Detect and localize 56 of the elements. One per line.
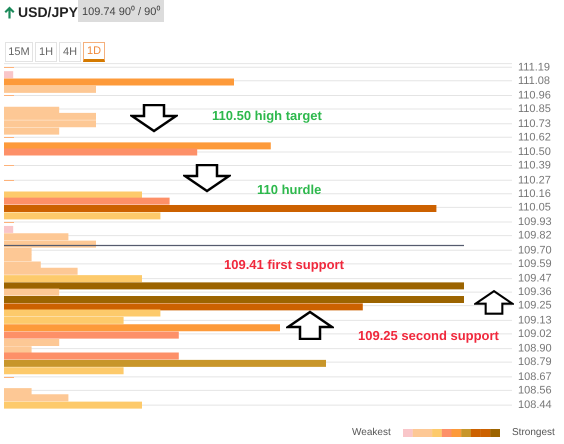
y-tick-label: 109.36 <box>518 286 552 298</box>
bar <box>4 324 280 332</box>
text: 4H <box>59 42 81 62</box>
bar <box>4 205 436 212</box>
bar <box>4 367 124 374</box>
bar <box>4 148 198 156</box>
bar <box>4 332 179 339</box>
annotation: 110.50 high target <box>212 108 322 123</box>
y-tick-label: 110.50 <box>518 146 551 158</box>
text: Weakest <box>352 427 391 438</box>
y-tick-label: 109.93 <box>518 216 552 228</box>
y-tick-label: 109.47 <box>518 272 552 285</box>
bar <box>4 86 96 93</box>
bar <box>4 212 160 220</box>
bar <box>4 198 170 205</box>
bar <box>4 288 60 296</box>
bar <box>4 352 179 360</box>
y-tick-label: 110.62 <box>518 131 551 144</box>
y-tick-label: 110.05 <box>518 201 551 214</box>
bar <box>4 303 363 310</box>
chart-subtitle: 109.74 90⁰ / 90⁰ <box>78 0 164 22</box>
bar <box>4 360 326 367</box>
y-tick-label: 109.13 <box>518 314 552 326</box>
y-tick-label: 109.82 <box>518 230 552 242</box>
y-tick-label: 108.90 <box>518 342 552 355</box>
bar <box>4 78 234 86</box>
bar <box>4 226 14 233</box>
annotation: 110 hurdle <box>257 182 322 197</box>
text: 15M <box>5 42 33 62</box>
y-tick-label: 111.08 <box>518 74 550 87</box>
annotation: 109.41 first support <box>224 257 344 272</box>
y-tick-label: 108.56 <box>518 384 552 396</box>
bar <box>4 296 464 303</box>
y-tick-label: 111.19 <box>518 61 550 74</box>
y-tick-label: 109.70 <box>518 244 552 256</box>
bar <box>4 71 14 78</box>
text: 1D <box>83 42 105 62</box>
y-tick-label: 110.39 <box>518 160 551 172</box>
y-tick-label: 110.16 <box>518 188 551 200</box>
y-tick-label: 108.44 <box>518 399 552 412</box>
text: Strongest <box>512 427 555 438</box>
bar <box>4 402 142 409</box>
y-tick-label: 110.85 <box>518 103 551 116</box>
text: 1H <box>35 42 57 62</box>
y-tick-label: 109.25 <box>518 300 552 312</box>
y-tick-label: 108.79 <box>518 356 552 368</box>
bar <box>4 275 142 282</box>
y-tick-label: 108.67 <box>518 370 552 383</box>
y-tick-label: 110.73 <box>518 118 551 130</box>
y-tick-label: 110.27 <box>518 174 551 186</box>
annotation: 109.25 second support <box>358 328 499 343</box>
y-tick-label: 109.59 <box>518 258 552 270</box>
y-tick-label: 110.96 <box>518 90 551 102</box>
bar <box>4 282 464 290</box>
y-tick-label: 109.02 <box>518 328 552 340</box>
chart-title: USD/JPY <box>18 4 78 20</box>
